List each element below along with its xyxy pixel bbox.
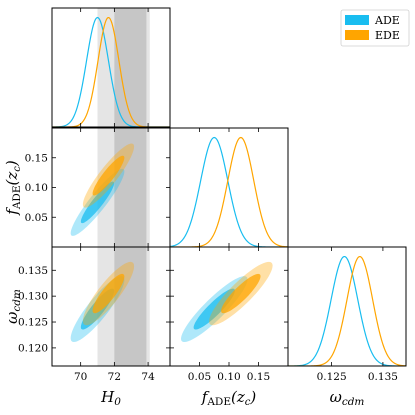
x-tick-label: 74 bbox=[141, 371, 155, 383]
legend-swatch-ade bbox=[345, 15, 369, 25]
h0-band-0 bbox=[97, 8, 150, 127]
y-tick-label: 0.15 bbox=[25, 152, 48, 164]
x-axis-label-fade: fADE(zc) bbox=[201, 388, 257, 408]
contour-ade-1sigma bbox=[80, 181, 115, 224]
legend-swatch-ede bbox=[345, 30, 369, 40]
contour-ede-1sigma bbox=[221, 273, 261, 314]
marginal-curve-ede bbox=[288, 255, 406, 366]
x-axis-label-h0: H0 bbox=[100, 388, 121, 408]
x-tick-label: 0.10 bbox=[217, 371, 240, 383]
x-tick-label: 0.15 bbox=[247, 371, 270, 383]
y-tick-label: 0.05 bbox=[25, 212, 48, 224]
panel-H0-vs-wcdm: 70 72 74 0.120 0.125 0.130 0.135 bbox=[18, 246, 171, 383]
marginal-curve-ade bbox=[170, 136, 288, 247]
panel-fADE-vs-wcdm: 0.05 0.10 0.15 bbox=[169, 246, 289, 383]
y-axis-label-fade: fADE(zc) bbox=[3, 160, 23, 216]
y-tick-label: 0.125 bbox=[18, 317, 48, 329]
x-axis-label-wcdm: ωcdm bbox=[330, 388, 365, 408]
y-axis-label-wcdm: ωcdm bbox=[3, 289, 23, 324]
h0-band-1 bbox=[114, 128, 147, 247]
x-tick-label: 0.05 bbox=[188, 371, 211, 383]
panel-fADE-marginal bbox=[169, 127, 289, 248]
x-tick-label: 70 bbox=[74, 371, 87, 383]
contour-ade-1sigma bbox=[193, 288, 235, 330]
x-tick-label: 0.135 bbox=[368, 371, 398, 383]
marginal-curve-ade bbox=[288, 255, 406, 366]
marginal-curve-ade bbox=[52, 16, 170, 127]
y-tick-label: 0.130 bbox=[18, 291, 48, 303]
x-tick-label: 72 bbox=[108, 371, 121, 383]
contour-ede-1sigma bbox=[92, 273, 125, 314]
y-tick-label: 0.10 bbox=[25, 182, 48, 194]
h0-band-1 bbox=[114, 247, 147, 366]
panel-H0-vs-fADE: 0.05 0.10 0.15 bbox=[25, 127, 171, 248]
h0-band-1 bbox=[114, 8, 147, 127]
legend-label-ade: ADE bbox=[374, 14, 400, 27]
panel-frame bbox=[287, 246, 407, 367]
panel-H0-marginal bbox=[51, 7, 171, 128]
contour-ede-1sigma bbox=[92, 155, 125, 196]
panel-frame bbox=[51, 7, 171, 128]
legend-label-ede: EDE bbox=[375, 29, 400, 42]
y-tick-label: 0.120 bbox=[18, 342, 48, 354]
axis-labels-group: H0 fADE(zc) ωcdm fADE(zc) ωcdm bbox=[3, 160, 364, 408]
y-tick-label: 0.135 bbox=[18, 265, 48, 277]
panel-wcdm-marginal: 0.125 0.135 bbox=[287, 246, 407, 383]
x-tick-label: 0.125 bbox=[317, 371, 347, 383]
legend: ADE EDE bbox=[340, 9, 410, 47]
